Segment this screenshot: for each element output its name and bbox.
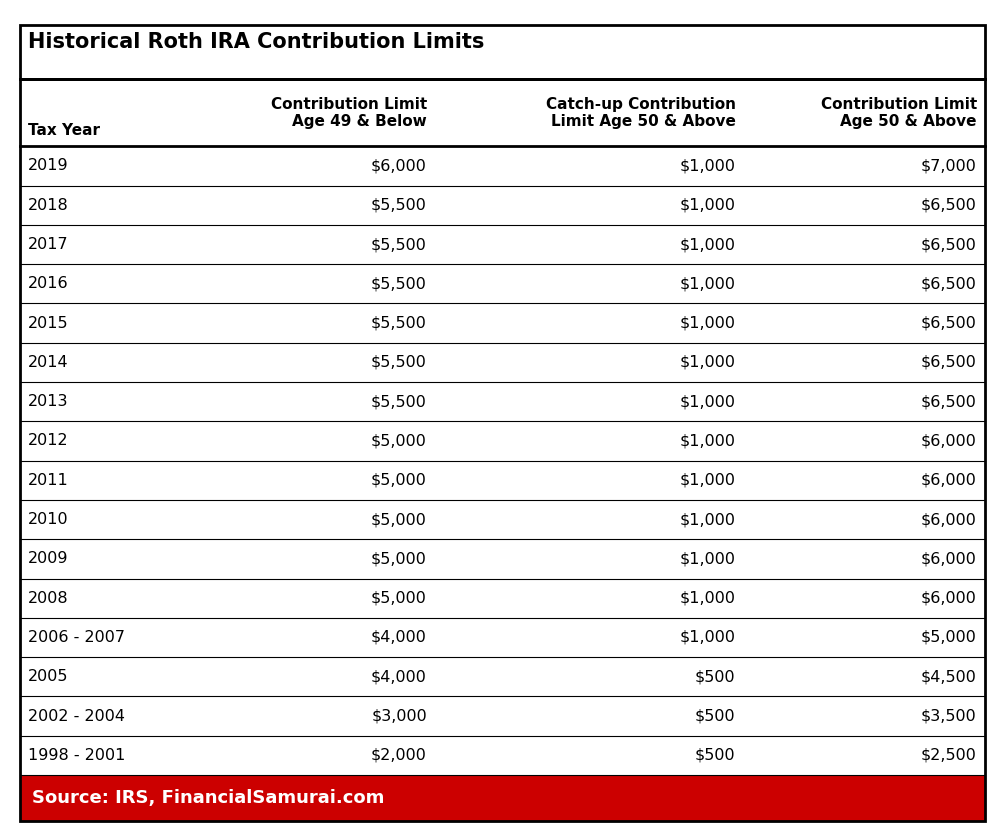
Text: 2014: 2014 bbox=[28, 355, 68, 370]
Text: 2016: 2016 bbox=[28, 277, 68, 291]
Bar bbox=[20, 79, 985, 821]
Text: $1,000: $1,000 bbox=[679, 552, 736, 566]
Text: 2012: 2012 bbox=[28, 434, 68, 448]
Text: 2006 - 2007: 2006 - 2007 bbox=[28, 630, 126, 645]
Text: $6,500: $6,500 bbox=[921, 237, 977, 252]
Text: 2019: 2019 bbox=[28, 159, 68, 173]
Text: Tax Year: Tax Year bbox=[28, 123, 101, 138]
Bar bbox=[20, 79, 985, 146]
Bar bbox=[20, 25, 985, 79]
Text: $500: $500 bbox=[695, 748, 736, 762]
Text: $1,000: $1,000 bbox=[679, 473, 736, 487]
Text: $4,500: $4,500 bbox=[921, 670, 977, 684]
Text: $1,000: $1,000 bbox=[679, 512, 736, 527]
Text: 2005: 2005 bbox=[28, 670, 68, 684]
Text: Historical Roth IRA Contribution Limits: Historical Roth IRA Contribution Limits bbox=[28, 32, 484, 52]
Text: $5,500: $5,500 bbox=[371, 355, 427, 370]
Text: $6,000: $6,000 bbox=[371, 159, 427, 173]
Text: 1998 - 2001: 1998 - 2001 bbox=[28, 748, 126, 762]
Text: $6,000: $6,000 bbox=[921, 552, 977, 566]
Text: $6,500: $6,500 bbox=[921, 355, 977, 370]
Text: $1,000: $1,000 bbox=[679, 591, 736, 605]
Text: 2008: 2008 bbox=[28, 591, 68, 605]
Text: 2013: 2013 bbox=[28, 395, 68, 409]
Text: $6,500: $6,500 bbox=[921, 277, 977, 291]
Text: $1,000: $1,000 bbox=[679, 316, 736, 330]
Text: $5,500: $5,500 bbox=[371, 277, 427, 291]
Bar bbox=[20, 775, 985, 821]
Text: $1,000: $1,000 bbox=[679, 434, 736, 448]
Text: $500: $500 bbox=[695, 670, 736, 684]
Text: Source: IRS, FinancialSamurai.com: Source: IRS, FinancialSamurai.com bbox=[32, 789, 385, 807]
Text: 2002 - 2004: 2002 - 2004 bbox=[28, 709, 126, 723]
Text: $3,000: $3,000 bbox=[371, 709, 427, 723]
Text: 2010: 2010 bbox=[28, 512, 68, 527]
Text: $5,000: $5,000 bbox=[371, 512, 427, 527]
Text: 2017: 2017 bbox=[28, 237, 68, 252]
Text: $500: $500 bbox=[695, 709, 736, 723]
Text: $2,000: $2,000 bbox=[371, 748, 427, 762]
Text: $5,000: $5,000 bbox=[371, 552, 427, 566]
Text: $6,000: $6,000 bbox=[921, 434, 977, 448]
Text: $5,000: $5,000 bbox=[371, 434, 427, 448]
Text: $7,000: $7,000 bbox=[921, 159, 977, 173]
Text: $5,500: $5,500 bbox=[371, 198, 427, 212]
Text: $1,000: $1,000 bbox=[679, 198, 736, 212]
Text: $6,000: $6,000 bbox=[921, 512, 977, 527]
Text: $5,000: $5,000 bbox=[371, 591, 427, 605]
Text: 2009: 2009 bbox=[28, 552, 68, 566]
Text: $3,500: $3,500 bbox=[922, 709, 977, 723]
Text: $1,000: $1,000 bbox=[679, 355, 736, 370]
Text: $5,500: $5,500 bbox=[371, 237, 427, 252]
Text: 2015: 2015 bbox=[28, 316, 68, 330]
Text: $1,000: $1,000 bbox=[679, 395, 736, 409]
Text: $1,000: $1,000 bbox=[679, 159, 736, 173]
Text: $5,000: $5,000 bbox=[371, 473, 427, 487]
Text: $5,000: $5,000 bbox=[921, 630, 977, 645]
Text: $6,000: $6,000 bbox=[921, 473, 977, 487]
Text: $6,500: $6,500 bbox=[921, 316, 977, 330]
Text: Catch-up Contribution
Limit Age 50 & Above: Catch-up Contribution Limit Age 50 & Abo… bbox=[546, 97, 736, 129]
Text: $6,000: $6,000 bbox=[921, 591, 977, 605]
Bar bbox=[20, 25, 985, 79]
Text: $1,000: $1,000 bbox=[679, 277, 736, 291]
Text: $6,500: $6,500 bbox=[921, 198, 977, 212]
Text: Contribution Limit
Age 49 & Below: Contribution Limit Age 49 & Below bbox=[270, 97, 427, 129]
Text: $4,000: $4,000 bbox=[371, 670, 427, 684]
Text: $1,000: $1,000 bbox=[679, 630, 736, 645]
Text: 2011: 2011 bbox=[28, 473, 69, 487]
Text: Contribution Limit
Age 50 & Above: Contribution Limit Age 50 & Above bbox=[821, 97, 977, 129]
Text: $4,000: $4,000 bbox=[371, 630, 427, 645]
Text: $2,500: $2,500 bbox=[921, 748, 977, 762]
Text: $6,500: $6,500 bbox=[921, 395, 977, 409]
Text: $1,000: $1,000 bbox=[679, 237, 736, 252]
Text: 2018: 2018 bbox=[28, 198, 69, 212]
Text: $5,500: $5,500 bbox=[371, 395, 427, 409]
Text: $5,500: $5,500 bbox=[371, 316, 427, 330]
